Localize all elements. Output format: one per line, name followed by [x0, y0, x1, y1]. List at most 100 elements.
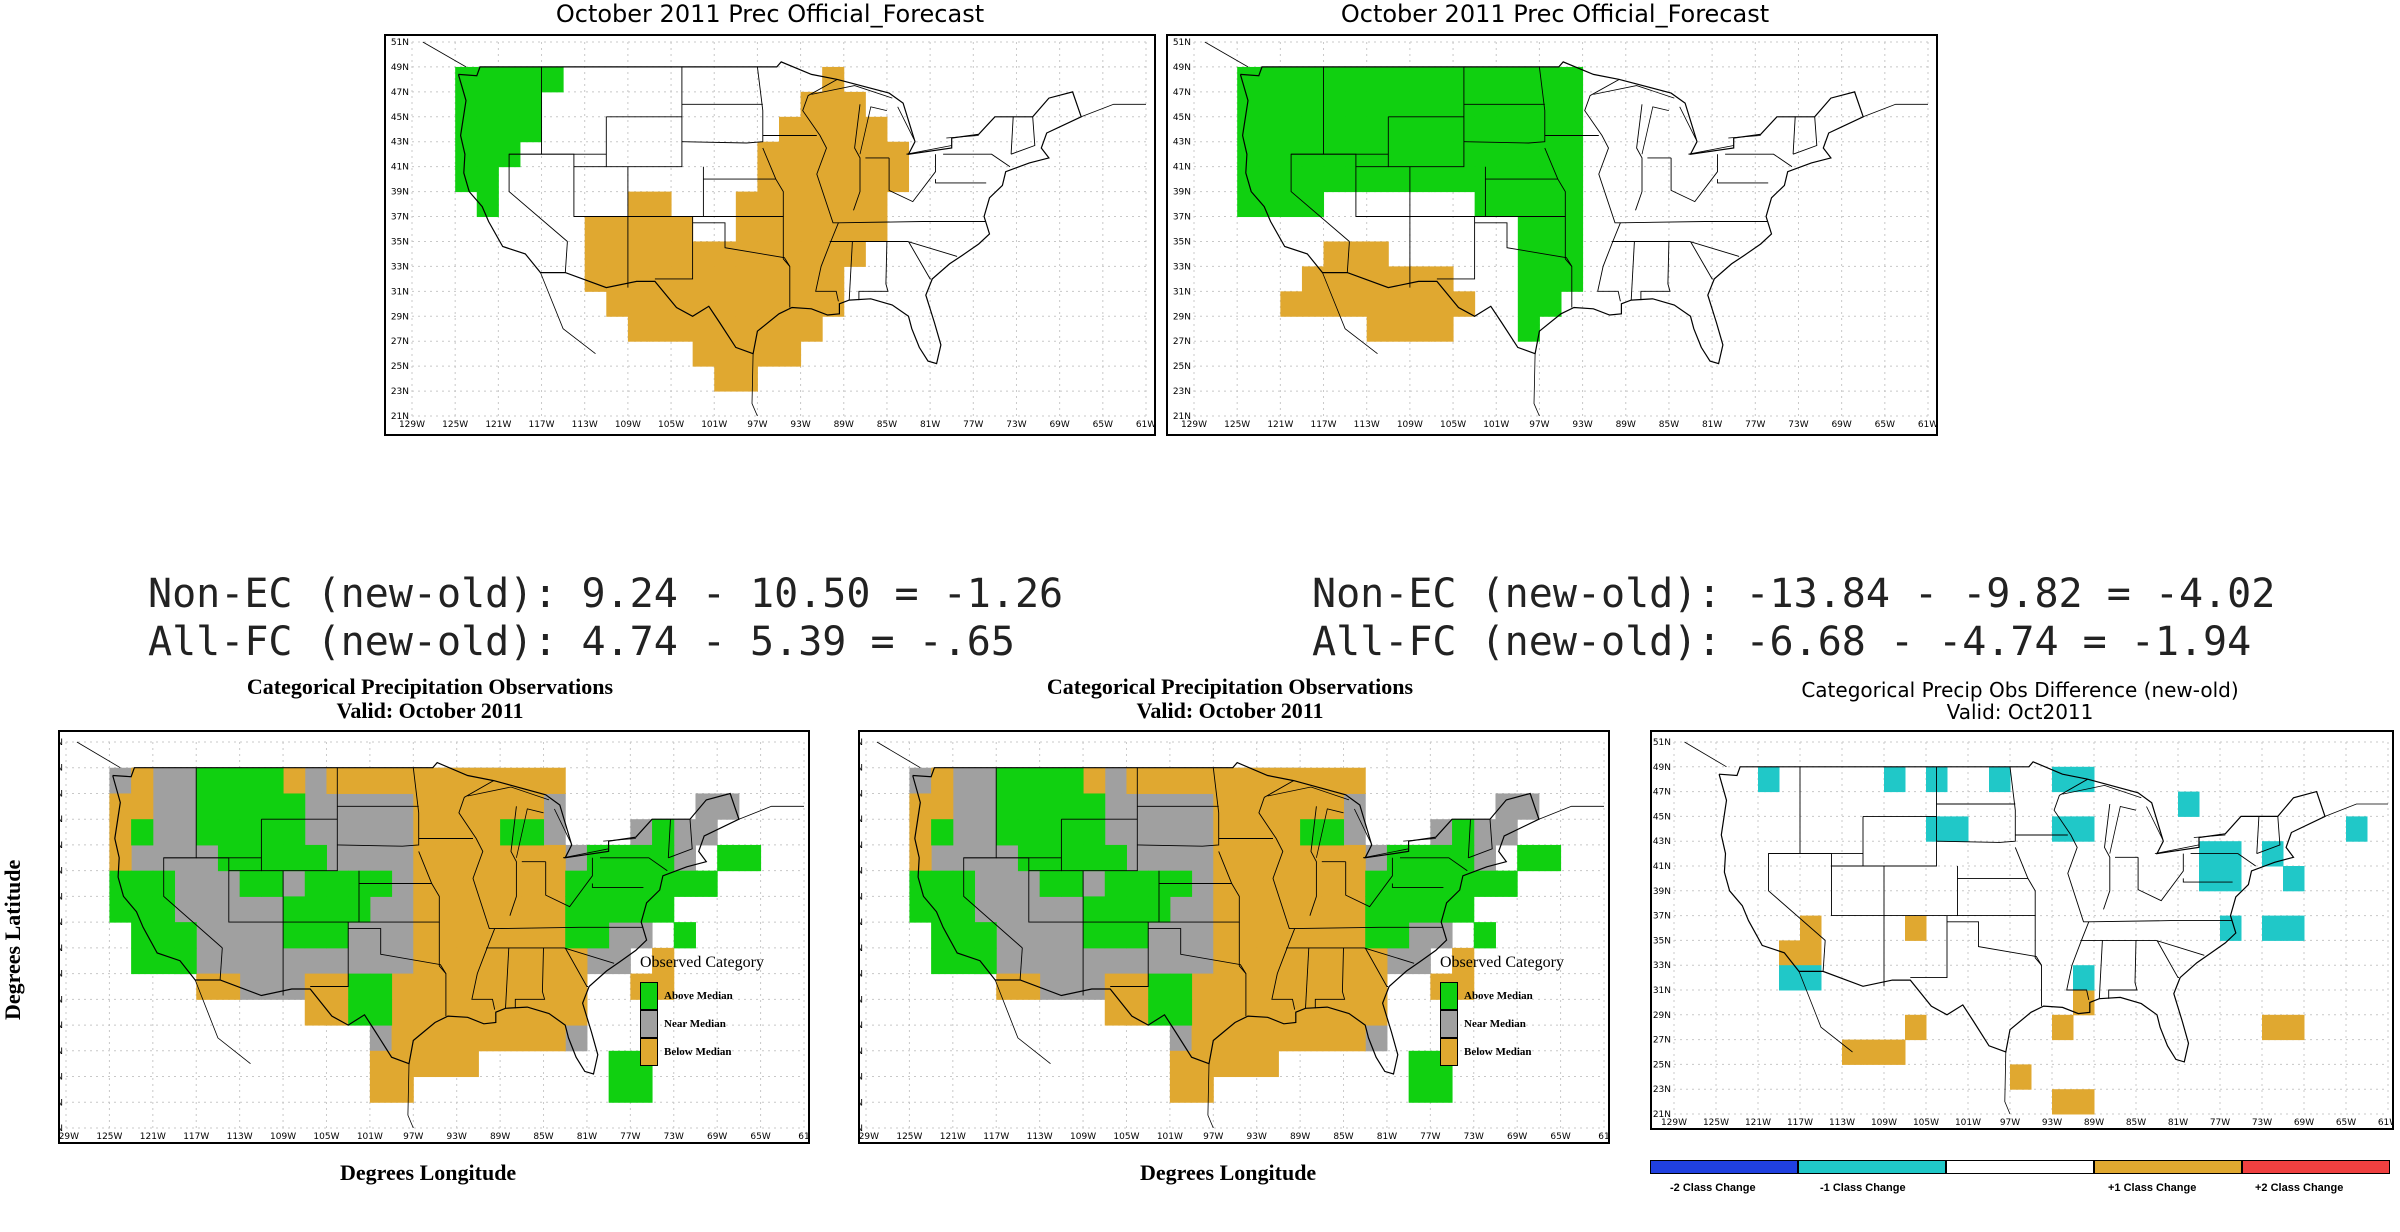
- above-median-cell: [586, 870, 610, 897]
- near-median-cell: [239, 973, 262, 1000]
- below-median-cell: [1235, 819, 1258, 846]
- lake-shore: [2109, 806, 2137, 854]
- below-median-cell: [1235, 1050, 1258, 1078]
- above-median-cell: [304, 896, 327, 923]
- lat-tick-label: 35N: [1653, 936, 1671, 946]
- near-median-cell: [217, 922, 241, 949]
- near-median-cell: [565, 844, 588, 872]
- obs-mid-title: Categorical Precipitation Observations: [1046, 674, 1414, 699]
- below-median-cell: [1256, 1025, 1279, 1052]
- state-boundary: [1290, 66, 1350, 242]
- above-median-cell: [1409, 141, 1432, 168]
- below-median-cell: [1256, 999, 1279, 1026]
- near-median-cell: [909, 767, 932, 794]
- below-median-cell: [800, 166, 823, 193]
- near-median-cell: [261, 922, 284, 949]
- above-median-cell: [1561, 241, 1584, 267]
- coastline: [2324, 803, 2388, 817]
- above-median-cell: [1517, 116, 1540, 143]
- below-median-cell: [109, 844, 132, 872]
- below-median-cell: [543, 767, 566, 794]
- lon-tick-label: 65W: [1093, 420, 1113, 430]
- minus-one-change-cell: [2346, 816, 2368, 842]
- below-median-cell: [843, 116, 866, 143]
- lake-shore: [1354, 808, 1372, 843]
- lon-tick-label: 105W: [1440, 420, 1466, 430]
- below-median-cell: [1148, 767, 1171, 794]
- plus-one-change-cell: [1842, 1039, 1864, 1065]
- lon-tick-label: 129W: [1181, 420, 1207, 430]
- near-median-cell: [974, 870, 997, 897]
- below-median-cell: [413, 844, 436, 872]
- below-median-cell: [413, 922, 436, 949]
- lake-shore: [1728, 135, 1761, 139]
- coastline: [407, 1063, 414, 1129]
- below-median-cell: [543, 870, 566, 897]
- lon-tick-label: 73W: [1788, 420, 1808, 430]
- above-median-cell: [498, 116, 521, 143]
- above-median-cell: [498, 91, 521, 118]
- below-median-cell: [735, 191, 758, 218]
- near-median-cell: [174, 896, 197, 923]
- above-median-cell: [1539, 66, 1562, 93]
- above-median-cell: [1452, 844, 1475, 872]
- above-median-cell: [652, 819, 675, 846]
- diff-seg-plus1: [2094, 1160, 2242, 1174]
- below-median-cell: [1323, 291, 1346, 317]
- below-median-cell: [652, 947, 675, 975]
- below-median-cell: [391, 973, 414, 1000]
- above-median-cell: [1496, 141, 1519, 168]
- lake-shore: [554, 808, 572, 843]
- below-median-cell: [1256, 922, 1279, 949]
- above-median-cell: [996, 767, 1019, 794]
- diff-seg-minus2: [1650, 1160, 1798, 1174]
- lon-tick-label: 117W: [983, 1132, 1009, 1142]
- lon-tick-label: 81W: [577, 1132, 597, 1142]
- above-median-cell: [1365, 922, 1388, 949]
- above-median-cell: [1365, 896, 1388, 923]
- near-median-cell: [261, 973, 284, 1000]
- below-median-cell: [606, 266, 629, 292]
- near-median-cell: [931, 844, 954, 872]
- near-median-cell: [196, 870, 219, 897]
- above-median-cell: [909, 896, 932, 923]
- below-median-cell: [196, 973, 219, 1000]
- state-boundary: [1690, 241, 1714, 280]
- near-median-cell: [1169, 947, 1193, 975]
- minus-one-change-cell: [1947, 816, 1969, 842]
- above-median-cell: [1561, 116, 1584, 143]
- state-boundary: [1725, 153, 1793, 168]
- below-median-cell: [649, 216, 672, 242]
- above-median-cell: [1431, 116, 1454, 143]
- lat-tick-label: 21N: [60, 1124, 63, 1134]
- state-boundary: [1717, 179, 1769, 184]
- above-median-cell: [283, 896, 306, 923]
- lake-shore: [1267, 786, 1350, 801]
- legend2-item-below: Below Median: [1440, 1038, 1564, 1066]
- below-median-cell: [1345, 291, 1368, 317]
- above-median-cell: [717, 844, 740, 872]
- lat-tick-label: 23N: [1173, 387, 1191, 397]
- lat-tick-label: 37N: [391, 213, 409, 223]
- above-median-cell: [174, 922, 197, 949]
- lake-shore: [2154, 844, 2200, 854]
- above-median-cell: [261, 767, 284, 794]
- below-median-cell: [1301, 266, 1325, 292]
- lat-tick-label: 27N: [1173, 337, 1191, 347]
- above-median-cell: [1539, 141, 1562, 168]
- near-median-cell: [1148, 844, 1171, 872]
- near-median-cell: [1365, 844, 1388, 872]
- near-median-cell: [239, 896, 262, 923]
- below-median-cell: [1235, 870, 1258, 897]
- above-median-cell: [1517, 266, 1540, 292]
- lat-tick-label: 27N: [391, 337, 409, 347]
- near-median-cell: [1169, 819, 1193, 846]
- below-median-cell: [1300, 1025, 1323, 1052]
- lat-tick-label: 33N: [1173, 262, 1191, 272]
- below-median-cell: [1256, 844, 1279, 872]
- below-median-cell: [1365, 973, 1388, 1000]
- lon-tick-label: 113W: [1027, 1132, 1053, 1142]
- minus-one-change-cell: [2220, 915, 2242, 941]
- lat-tick-label: 47N: [1173, 88, 1191, 98]
- below-median-cell: [521, 767, 545, 794]
